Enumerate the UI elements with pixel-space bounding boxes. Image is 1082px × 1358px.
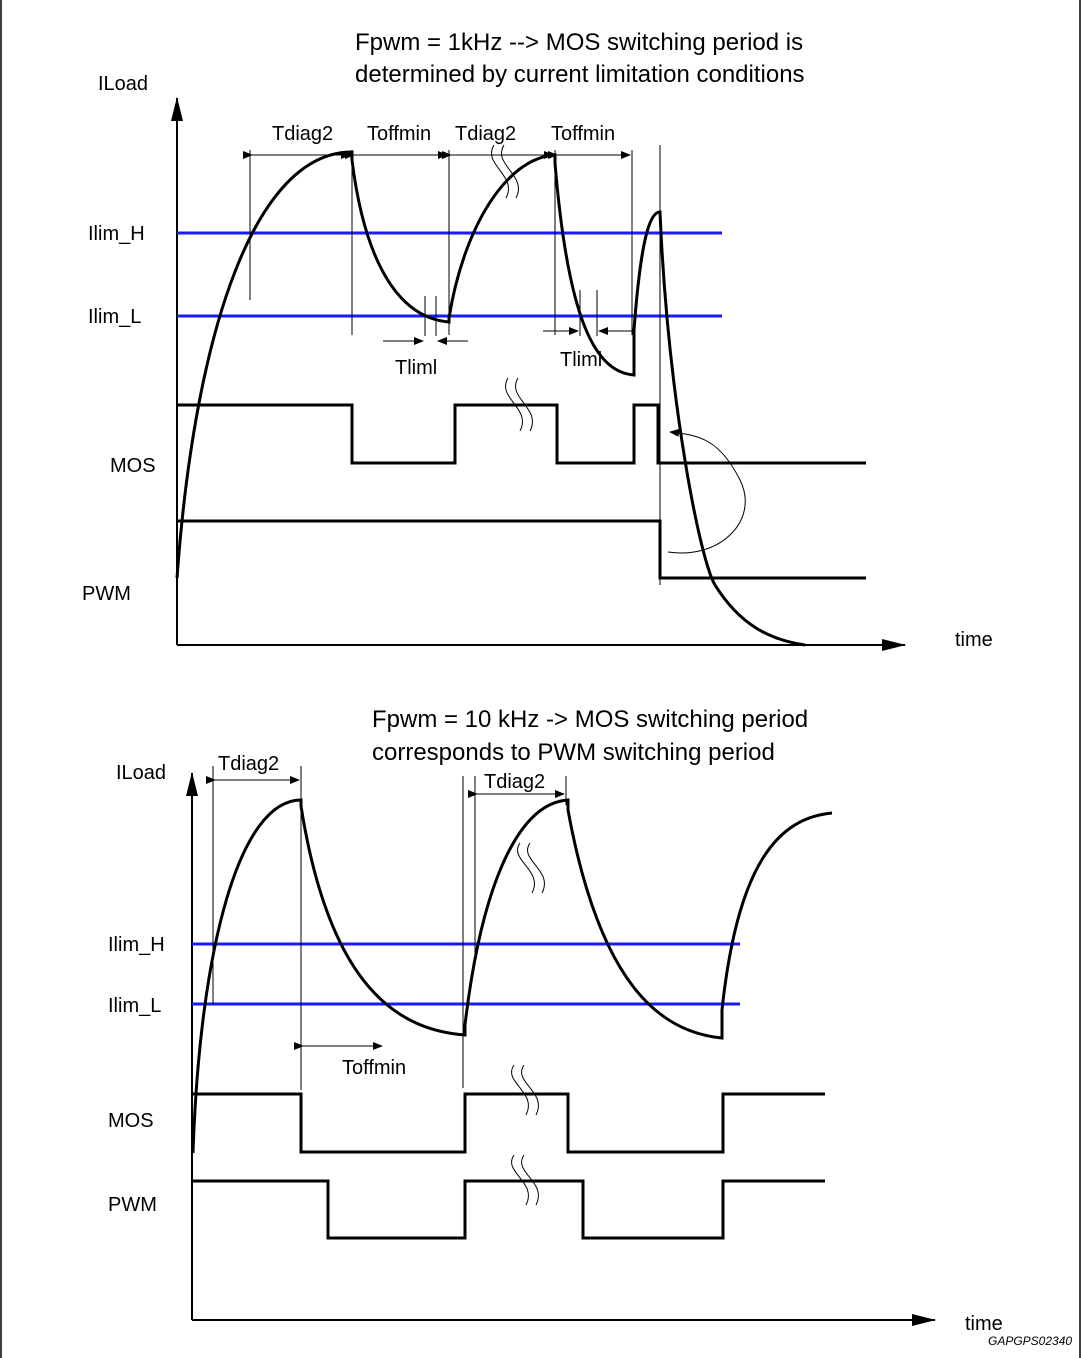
top-tdiag2-label-2: Tdiag2 xyxy=(455,123,516,145)
figure-reference-code: GAPGPS02340 xyxy=(988,1334,1072,1348)
top-pwm-label: PWM xyxy=(82,583,131,605)
bottom-diagram: Fpwm = 10 kHz -> MOS switching period co… xyxy=(108,706,1003,1335)
bottom-pwm-label: PWM xyxy=(108,1194,157,1216)
top-x-axis-label: time xyxy=(955,629,993,651)
bottom-title-line2: corresponds to PWM switching period xyxy=(372,739,775,766)
top-tliml-label-1: Tliml xyxy=(395,357,437,379)
top-title-line1: Fpwm = 1kHz --> MOS switching period is xyxy=(355,29,803,56)
top-break-symbols xyxy=(491,144,533,432)
top-diagram: Fpwm = 1kHz --> MOS switching period is … xyxy=(82,29,993,651)
bottom-tdiag2-label-2: Tdiag2 xyxy=(484,771,545,793)
bottom-mos-signal xyxy=(193,1092,825,1154)
bottom-break-symbols xyxy=(511,842,545,1206)
bottom-y-axis-label: ILoad xyxy=(116,762,166,784)
bottom-toffmin-label: Toffmin xyxy=(342,1057,406,1079)
top-y-axis-label: ILoad xyxy=(98,73,148,95)
top-toffmin-label-1: Toffmin xyxy=(367,123,431,145)
top-timing-arrows xyxy=(243,151,632,345)
bottom-pwm-signal xyxy=(193,1179,825,1240)
bottom-tdiag2-label-1: Tdiag2 xyxy=(218,753,279,775)
bottom-timing-arrows xyxy=(206,776,565,1050)
bottom-title-line1: Fpwm = 10 kHz -> MOS switching period xyxy=(372,706,808,733)
top-title-line2: determined by current limitation conditi… xyxy=(355,61,805,88)
bottom-mos-label: MOS xyxy=(108,1110,154,1132)
bottom-ilim-h-label: Ilim_H xyxy=(108,934,165,956)
top-load-current-waveform xyxy=(175,150,806,647)
top-toffmin-label-2: Toffmin xyxy=(551,123,615,145)
bottom-timing-marks xyxy=(212,766,567,1090)
top-causal-loop-arrow xyxy=(667,428,746,554)
top-ilim-l-label: Ilim_L xyxy=(88,306,141,328)
top-pwm-signal xyxy=(177,519,866,580)
top-mos-label: MOS xyxy=(110,455,156,477)
top-mos-signal xyxy=(177,403,866,465)
bottom-x-axis-label: time xyxy=(965,1313,1003,1335)
top-ilim-h-label: Ilim_H xyxy=(88,223,145,245)
bottom-ilim-l-label: Ilim_L xyxy=(108,995,161,1017)
top-tliml-label-2: Tliml xyxy=(560,349,602,371)
top-tdiag2-label-1: Tdiag2 xyxy=(272,123,333,145)
bottom-load-current-waveform xyxy=(191,798,833,1154)
